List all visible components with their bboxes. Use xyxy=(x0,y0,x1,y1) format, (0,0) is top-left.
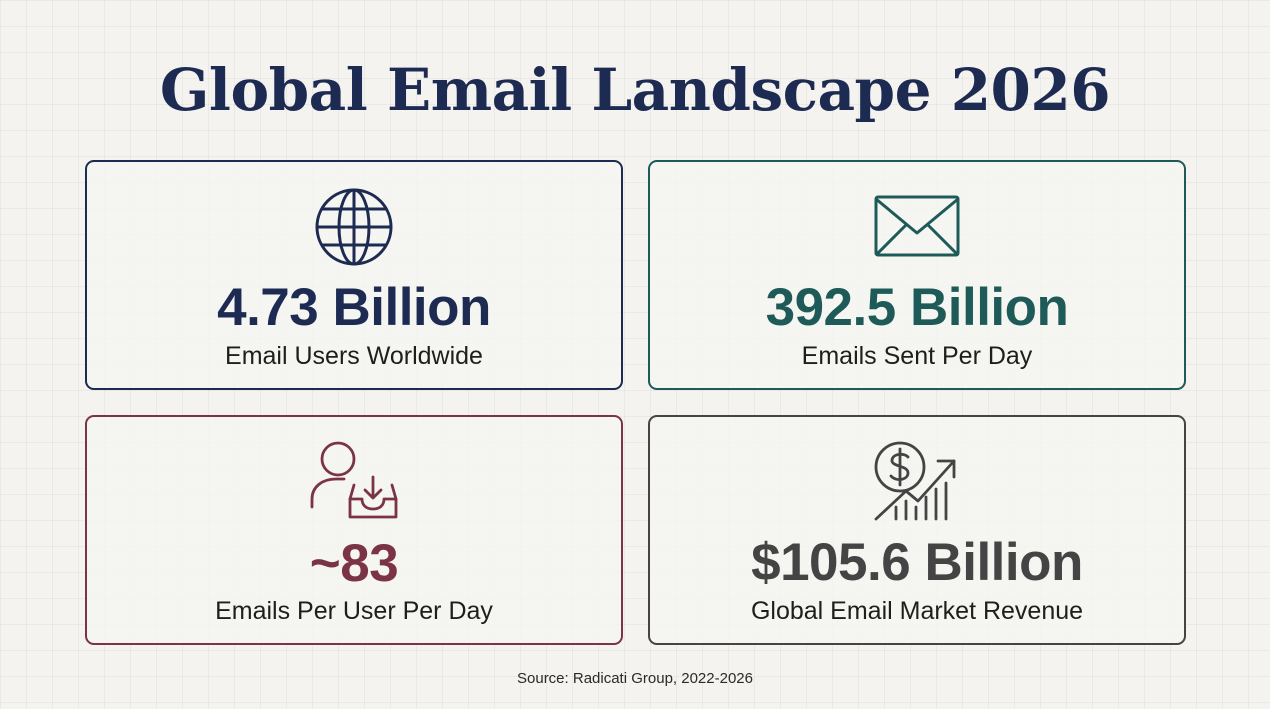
stat-value: 392.5 Billion xyxy=(765,278,1069,337)
stat-card-market-revenue: $105.6 Billion Global Email Market Reven… xyxy=(648,415,1186,645)
globe-icon xyxy=(87,186,621,268)
stat-value: 4.73 Billion xyxy=(217,278,491,337)
stat-label: Email Users Worldwide xyxy=(225,342,483,370)
stat-card-emails-sent: 392.5 Billion Emails Sent Per Day xyxy=(648,160,1186,390)
stat-label: Global Email Market Revenue xyxy=(750,597,1084,625)
stat-value: ~83 xyxy=(309,534,399,593)
user-inbox-icon xyxy=(87,439,621,521)
envelope-icon xyxy=(650,195,1184,257)
stat-label: Emails Sent Per Day xyxy=(801,342,1033,370)
page-title: Global Email Landscape 2026 xyxy=(159,56,1111,124)
stat-card-emails-per-user: ~83 Emails Per User Per Day xyxy=(85,415,623,645)
stat-label: Emails Per User Per Day xyxy=(215,597,493,625)
source-note: Source: Radicati Group, 2022-2026 xyxy=(517,670,753,687)
revenue-growth-icon xyxy=(650,441,1184,523)
stat-value: $105.6 Billion xyxy=(751,533,1083,592)
stat-card-email-users: 4.73 Billion Email Users Worldwide xyxy=(85,160,623,390)
